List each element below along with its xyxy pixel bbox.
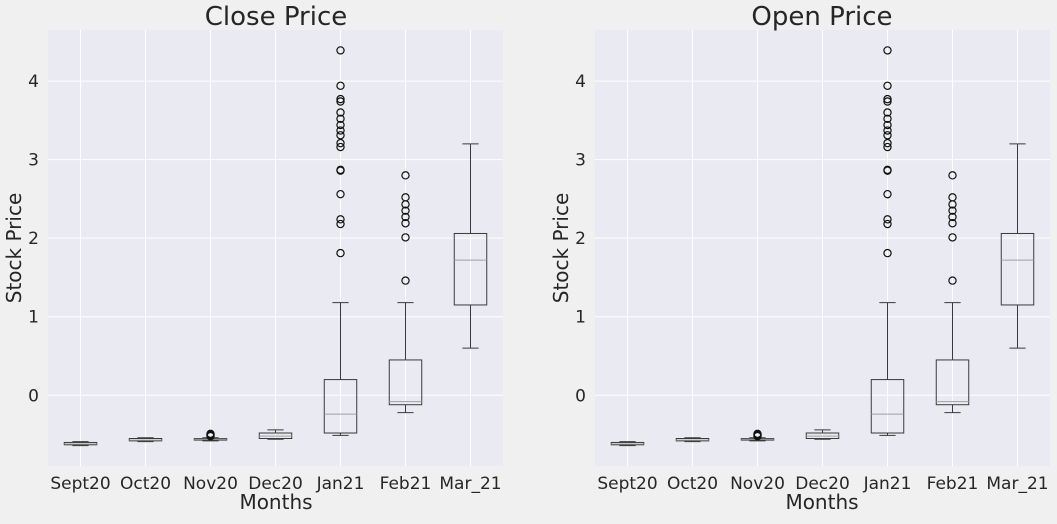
x-tick-label: Jan21 <box>863 474 912 494</box>
outlier-point <box>336 46 345 55</box>
outlier-point <box>883 131 892 140</box>
outlier-point <box>883 248 892 258</box>
x-tick-label: Feb21 <box>380 474 432 494</box>
outlier-point <box>883 189 892 199</box>
outlier-point <box>401 219 410 228</box>
y-tick-label: 2 <box>28 229 39 249</box>
outlier-point <box>336 81 345 90</box>
x-tick-label: Sept20 <box>50 474 110 494</box>
y-tick-label: 1 <box>28 308 39 328</box>
y-tick-label: 0 <box>28 386 39 406</box>
outlier-point <box>336 142 345 152</box>
x-axis-label: Months <box>785 490 858 514</box>
outlier-point <box>883 81 892 90</box>
outlier-point <box>336 114 345 123</box>
outlier-point <box>336 165 345 175</box>
outlier-point <box>948 212 957 222</box>
outlier-point <box>336 138 345 148</box>
y-axis-label: Stock Price <box>2 193 26 304</box>
y-tick-label: 0 <box>575 386 586 406</box>
box-body <box>1000 232 1035 306</box>
box-body <box>323 379 358 434</box>
outlier-point <box>753 429 762 438</box>
y-tick-label: 3 <box>575 151 586 171</box>
outlier-point <box>336 126 345 135</box>
outlier-point <box>336 108 345 117</box>
outlier-point <box>336 97 345 106</box>
outlier-point <box>883 219 892 229</box>
outlier-point <box>336 131 345 140</box>
y-tick-label: 3 <box>28 151 39 171</box>
outlier-point <box>401 212 410 222</box>
box-body <box>453 232 488 306</box>
chart-title: Close Price <box>205 2 348 32</box>
x-tick-label: Dec20 <box>248 474 303 494</box>
outlier-point <box>948 193 957 202</box>
outlier-point <box>401 233 410 242</box>
outlier-point <box>336 120 345 130</box>
x-tick-label: Oct20 <box>120 474 171 494</box>
outlier-point <box>336 219 345 229</box>
outlier-point <box>336 94 345 104</box>
open-price-chart: Open Price Stock Price Months 0 1 2 3 4 Sept2… <box>549 2 1050 514</box>
outlier-point <box>948 219 957 228</box>
x-tick-label: Mar_21 <box>986 474 1048 494</box>
y-tick-label: 1 <box>575 308 586 328</box>
outlier-point <box>948 276 957 285</box>
x-axis-label: Months <box>239 490 312 514</box>
x-tick-label: Jan21 <box>316 474 365 494</box>
outlier-point <box>336 248 345 258</box>
x-tick-label: Oct20 <box>667 474 718 494</box>
box-body <box>935 359 970 406</box>
outlier-point <box>883 46 892 55</box>
outlier-point <box>883 138 892 148</box>
outlier-point <box>883 94 892 104</box>
outlier-point <box>336 215 345 224</box>
outlier-point <box>401 171 410 180</box>
outlier-point <box>948 171 957 180</box>
outlier-point <box>883 114 892 123</box>
outlier-point <box>948 233 957 242</box>
x-tick-label: Feb21 <box>927 474 979 494</box>
outlier-point <box>883 120 892 130</box>
outlier-point <box>883 97 892 106</box>
x-tick-label: Sept20 <box>597 474 657 494</box>
x-tick-label: Nov20 <box>183 474 238 494</box>
y-tick-label: 4 <box>28 72 39 92</box>
outlier-point <box>206 429 215 438</box>
x-tick-label: Nov20 <box>730 474 785 494</box>
outlier-point <box>401 193 410 202</box>
outlier-point <box>883 165 892 175</box>
y-tick-label: 2 <box>575 229 586 249</box>
y-tick-label: 4 <box>575 72 586 92</box>
chart-title: Open Price <box>751 2 892 32</box>
x-tick-label: Dec20 <box>795 474 850 494</box>
outlier-point <box>948 206 957 215</box>
outlier-point <box>401 276 410 285</box>
outlier-point <box>883 142 892 152</box>
box-body <box>388 359 423 406</box>
y-axis-label: Stock Price <box>549 193 573 304</box>
outlier-point <box>336 189 345 199</box>
outlier-point <box>883 108 892 117</box>
x-tick-label: Mar_21 <box>439 474 501 494</box>
box-body <box>870 379 905 434</box>
outlier-point <box>883 215 892 224</box>
outlier-point <box>401 206 410 215</box>
outlier-point <box>883 126 892 135</box>
close-price-chart: Close Price Stock Price Months 0 1 2 3 4 Sept… <box>2 2 503 514</box>
